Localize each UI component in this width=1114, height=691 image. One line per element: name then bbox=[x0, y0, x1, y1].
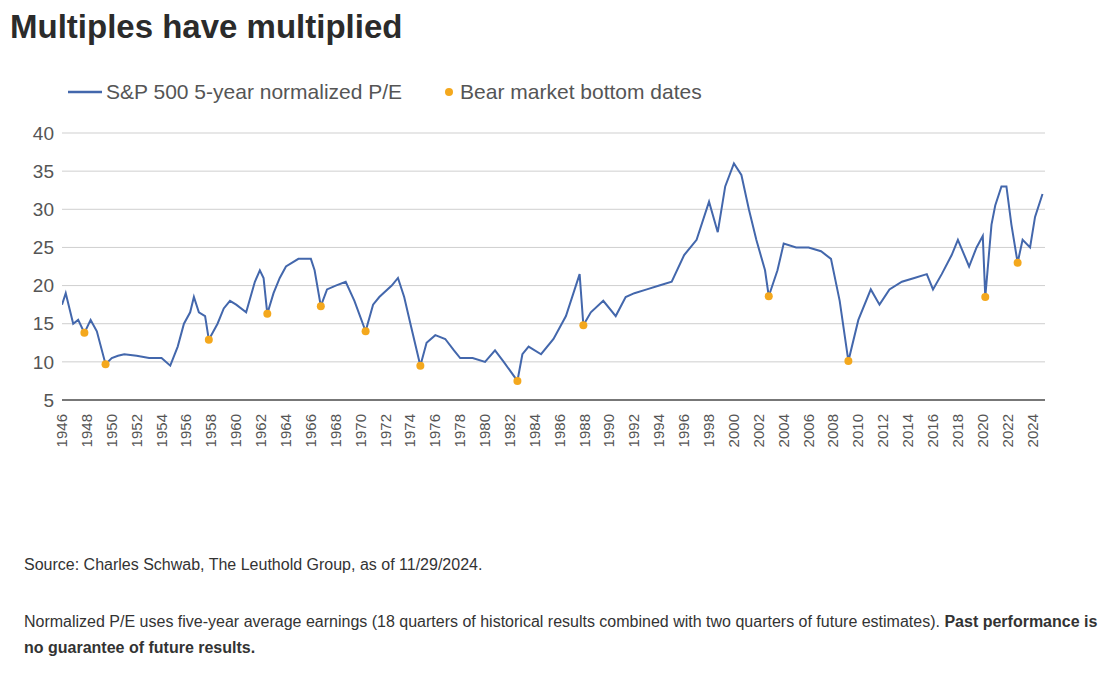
svg-text:40: 40 bbox=[33, 123, 54, 144]
svg-text:1986: 1986 bbox=[551, 414, 568, 447]
svg-text:1974: 1974 bbox=[401, 414, 418, 447]
svg-text:2000: 2000 bbox=[725, 414, 742, 447]
svg-text:1982: 1982 bbox=[501, 414, 518, 447]
svg-text:2018: 2018 bbox=[949, 414, 966, 447]
html-text:Normalized P/E uses five-year: Normalized P/E uses five-year average ea… bbox=[24, 613, 1098, 656]
svg-text:1996: 1996 bbox=[675, 414, 692, 447]
svg-text:1998: 1998 bbox=[700, 414, 717, 447]
svg-text:15: 15 bbox=[33, 313, 54, 334]
svg-text:2016: 2016 bbox=[924, 414, 941, 447]
svg-text:2006: 2006 bbox=[800, 414, 817, 447]
svg-text:1978: 1978 bbox=[451, 414, 468, 447]
svg-text:5: 5 bbox=[43, 390, 54, 411]
svg-text:2012: 2012 bbox=[874, 414, 891, 447]
svg-text:1972: 1972 bbox=[377, 414, 394, 447]
svg-text:25: 25 bbox=[33, 237, 54, 258]
svg-text:1966: 1966 bbox=[302, 414, 319, 447]
svg-text:1980: 1980 bbox=[476, 414, 493, 447]
svg-text:1950: 1950 bbox=[103, 414, 120, 447]
svg-text:1990: 1990 bbox=[600, 414, 617, 447]
svg-text:2014: 2014 bbox=[899, 414, 916, 447]
svg-text:2002: 2002 bbox=[750, 414, 767, 447]
svg-text:2004: 2004 bbox=[775, 414, 792, 447]
html-text:Bear market bottom dates: Bear market bottom dates bbox=[460, 80, 702, 103]
svg-text:1956: 1956 bbox=[177, 414, 194, 447]
svg-text:1968: 1968 bbox=[327, 414, 344, 447]
svg-text:2008: 2008 bbox=[824, 414, 841, 447]
svg-text:2010: 2010 bbox=[849, 414, 866, 447]
svg-text:1970: 1970 bbox=[352, 414, 369, 447]
svg-text:1964: 1964 bbox=[277, 414, 294, 447]
svg-text:1988: 1988 bbox=[576, 414, 593, 447]
svg-text:1954: 1954 bbox=[153, 414, 170, 447]
html-text:S&P 500 5-year normalized P/E: S&P 500 5-year normalized P/E bbox=[106, 80, 403, 103]
svg-text:1994: 1994 bbox=[650, 414, 667, 447]
svg-text:30: 30 bbox=[33, 199, 54, 220]
svg-text:1958: 1958 bbox=[202, 414, 219, 447]
svg-text:1962: 1962 bbox=[252, 414, 269, 447]
svg-text:1946: 1946 bbox=[53, 414, 70, 447]
svg-text:2022: 2022 bbox=[999, 414, 1016, 447]
svg-text:1960: 1960 bbox=[227, 414, 244, 447]
svg-text:10: 10 bbox=[33, 352, 54, 373]
svg-text:1948: 1948 bbox=[78, 414, 95, 447]
svg-text:1992: 1992 bbox=[625, 414, 642, 447]
svg-text:2020: 2020 bbox=[974, 414, 991, 447]
svg-text:2024: 2024 bbox=[1024, 414, 1041, 447]
html-text:Multiples have multiplied: Multiples have multiplied bbox=[10, 8, 403, 45]
svg-text:1952: 1952 bbox=[128, 414, 145, 447]
svg-text:35: 35 bbox=[33, 161, 54, 182]
svg-text:1976: 1976 bbox=[426, 414, 443, 447]
svg-text:20: 20 bbox=[33, 275, 54, 296]
svg-text:1984: 1984 bbox=[526, 414, 543, 447]
html-text:Source: Charles Schwab, The Le: Source: Charles Schwab, The Leuthold Gro… bbox=[24, 556, 483, 573]
